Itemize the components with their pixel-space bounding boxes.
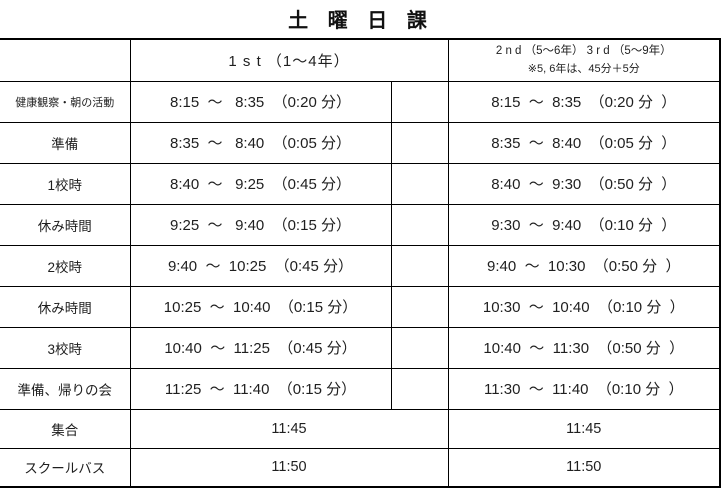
- table-row: 集合 11:45 11:45: [0, 408, 721, 449]
- summary-time-1st-cell: 11:50: [129, 447, 449, 488]
- summary-time-1st-cell: 11:45: [129, 408, 449, 449]
- activity-label-cell: 3校時: [0, 326, 131, 369]
- time-2nd-cell: 10:30 〜 10:40 （0:10 分 ）: [447, 285, 721, 328]
- spacer-cell: [390, 121, 449, 164]
- time-1st-cell: 9:40 〜 10:25 （0:45 分）: [129, 244, 392, 287]
- table-row: 準備、帰りの会 11:25 〜 11:40 （0:15 分） 11:30 〜 1…: [0, 367, 721, 410]
- activity-label-cell: 準備、帰りの会: [0, 367, 131, 410]
- saturday-schedule-table: 1 s t （1〜4年） 2 n d （5〜6年） 3 r d （5〜9年） ※…: [0, 38, 722, 488]
- table-row: 休み時間 9:25 〜 9:40 （0:15 分） 9:30 〜 9:40 （0…: [0, 203, 721, 246]
- time-2nd-cell: 8:40 〜 9:30 （0:50 分 ）: [447, 162, 721, 205]
- time-1st-cell: 9:25 〜 9:40 （0:15 分）: [129, 203, 392, 246]
- spacer-cell: [390, 244, 449, 287]
- time-1st-cell: 11:25 〜 11:40 （0:15 分）: [129, 367, 392, 410]
- spacer-cell: [390, 162, 449, 205]
- spacer-cell: [390, 285, 449, 328]
- table-row: 2校時 9:40 〜 10:25 （0:45 分） 9:40 〜 10:30 （…: [0, 244, 721, 287]
- time-1st-cell: 8:40 〜 9:25 （0:45 分）: [129, 162, 392, 205]
- spacer-cell: [390, 326, 449, 369]
- time-1st-cell: 10:25 〜 10:40 （0:15 分）: [129, 285, 392, 328]
- spacer-cell: [390, 80, 449, 123]
- header-2nd-cell: 2 n d （5〜6年） 3 r d （5〜9年） ※5, 6年は、45分＋5分: [447, 38, 721, 82]
- spacer-cell: [390, 203, 449, 246]
- table-header-row: 1 s t （1〜4年） 2 n d （5〜6年） 3 r d （5〜9年） ※…: [0, 38, 721, 82]
- time-1st-cell: 10:40 〜 11:25 （0:45 分）: [129, 326, 392, 369]
- time-2nd-cell: 10:40 〜 11:30 （0:50 分 ）: [447, 326, 721, 369]
- time-2nd-cell: 11:30 〜 11:40 （0:10 分 ）: [447, 367, 721, 410]
- header-2nd-label: 2 n d （5〜6年） 3 r d （5〜9年）: [495, 44, 672, 57]
- table-row: スクールバス 11:50 11:50: [0, 447, 721, 488]
- summary-time-2nd-cell: 11:50: [447, 447, 721, 488]
- time-2nd-cell: 8:15 〜 8:35 （0:20 分 ）: [447, 80, 721, 123]
- time-1st-cell: 8:35 〜 8:40 （0:05 分）: [129, 121, 392, 164]
- activity-label-cell: 準備: [0, 121, 131, 164]
- activity-label-cell: 1校時: [0, 162, 131, 205]
- table-row: 1校時 8:40 〜 9:25 （0:45 分） 8:40 〜 9:30 （0:…: [0, 162, 721, 205]
- table-row: 準備 8:35 〜 8:40 （0:05 分） 8:35 〜 8:40 （0:0…: [0, 121, 721, 164]
- table-row: 健康観察・朝の活動 8:15 〜 8:35 （0:20 分） 8:15 〜 8:…: [0, 80, 721, 123]
- activity-label-cell: 健康観察・朝の活動: [0, 80, 131, 123]
- page-title: 土 曜 日 課: [288, 10, 434, 32]
- time-2nd-cell: 9:30 〜 9:40 （0:10 分 ）: [447, 203, 721, 246]
- time-1st-cell: 8:15 〜 8:35 （0:20 分）: [129, 80, 392, 123]
- header-1st-label: 1 s t （1〜4年）: [129, 38, 449, 82]
- header-2nd-note: ※5, 6年は、45分＋5分: [527, 62, 640, 75]
- summary-time-2nd-cell: 11:45: [447, 408, 721, 449]
- activity-label-cell: 休み時間: [0, 285, 131, 328]
- summary-label-cell: スクールバス: [0, 447, 131, 488]
- time-2nd-cell: 8:35 〜 8:40 （0:05 分 ）: [447, 121, 721, 164]
- spacer-cell: [390, 367, 449, 410]
- table-row: 3校時 10:40 〜 11:25 （0:45 分） 10:40 〜 11:30…: [0, 326, 721, 369]
- activity-label-cell: 休み時間: [0, 203, 131, 246]
- header-empty-cell: [0, 38, 131, 82]
- time-2nd-cell: 9:40 〜 10:30 （0:50 分 ）: [447, 244, 721, 287]
- activity-label-cell: 2校時: [0, 244, 131, 287]
- table-row: 休み時間 10:25 〜 10:40 （0:15 分） 10:30 〜 10:4…: [0, 285, 721, 328]
- summary-label-cell: 集合: [0, 408, 131, 449]
